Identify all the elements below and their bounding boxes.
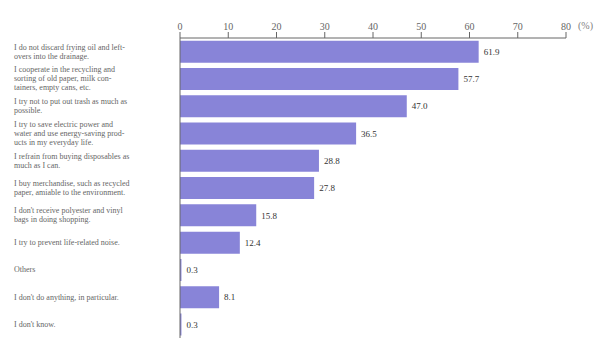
svg-text:70: 70	[513, 21, 523, 32]
svg-text:61.9: 61.9	[484, 47, 500, 57]
svg-text:I do not discard frying oil an: I do not discard frying oil and left-ove…	[14, 43, 125, 61]
svg-text:57.7: 57.7	[463, 74, 479, 84]
svg-text:I cooperate in the recycling a: I cooperate in the recycling andsorting …	[14, 65, 115, 92]
svg-text:60: 60	[465, 21, 475, 32]
svg-text:30: 30	[320, 21, 330, 32]
svg-text:I try not to put out trash as: I try not to put out trash as much aspos…	[14, 97, 127, 115]
svg-text:28.8: 28.8	[324, 156, 340, 166]
svg-text:20: 20	[272, 21, 282, 32]
svg-text:15.8: 15.8	[261, 211, 277, 221]
svg-text:27.8: 27.8	[319, 183, 335, 193]
svg-text:I try to prevent life-related: I try to prevent life-related noise.	[14, 238, 120, 247]
svg-text:I don't receive polyester and: I don't receive polyester and vinylbags …	[14, 206, 124, 224]
svg-text:I don't do anything, in partic: I don't do anything, in particular.	[14, 293, 119, 302]
svg-text:47.0: 47.0	[412, 101, 428, 111]
svg-text:12.4: 12.4	[245, 238, 261, 248]
svg-text:I refrain from buying disposab: I refrain from buying disposables asmuch…	[14, 152, 129, 170]
svg-text:10: 10	[223, 21, 233, 32]
svg-text:0.3: 0.3	[186, 265, 198, 275]
svg-text:0: 0	[178, 21, 183, 32]
svg-text:80: 80	[561, 21, 571, 32]
svg-text:8.1: 8.1	[224, 292, 235, 302]
svg-text:I try to save electric power a: I try to save electric power andwater an…	[14, 120, 125, 147]
svg-text:I buy merchandise, such as rec: I buy merchandise, such as recycledpaper…	[14, 179, 130, 197]
svg-text:0.3: 0.3	[186, 320, 198, 330]
svg-text:50: 50	[416, 21, 426, 32]
svg-text:40: 40	[368, 21, 378, 32]
svg-text:(%): (%)	[578, 20, 593, 32]
svg-text:I don't know.: I don't know.	[14, 320, 56, 329]
svg-text:36.5: 36.5	[361, 129, 377, 139]
svg-text:Others: Others	[14, 265, 35, 274]
